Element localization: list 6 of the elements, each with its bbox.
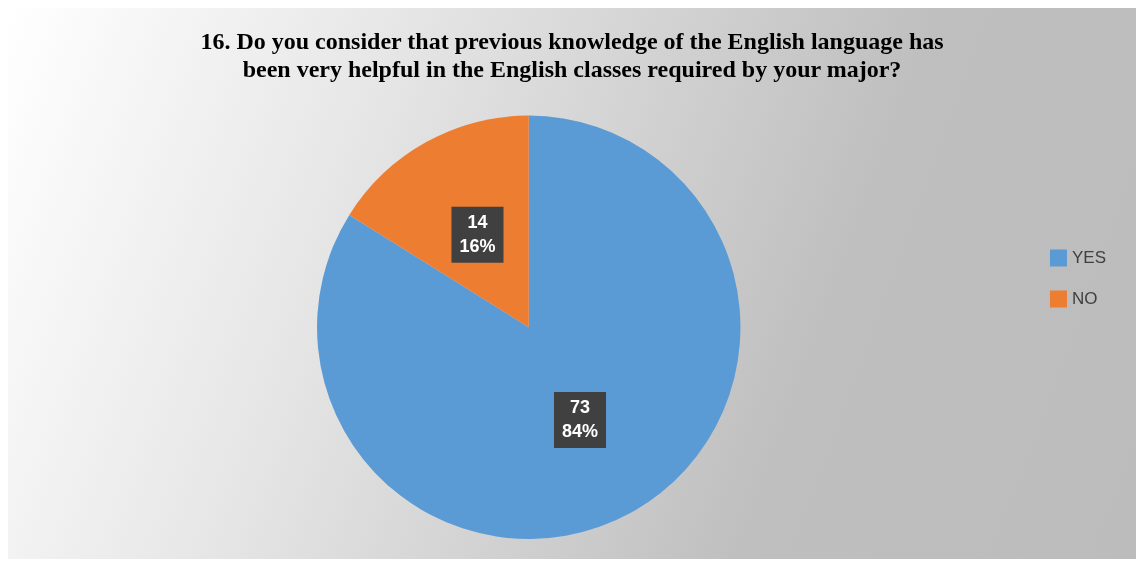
legend-label: NO xyxy=(1071,288,1098,308)
text: been very helpful in the English classes required by your major? xyxy=(242,56,902,83)
data-label: 14 16% xyxy=(459,211,496,256)
legend-label: YES xyxy=(1071,247,1107,267)
data-label: 73 84% xyxy=(561,396,599,441)
text: 16. Do you consider that previous knowledge of the English language has xyxy=(200,27,944,54)
